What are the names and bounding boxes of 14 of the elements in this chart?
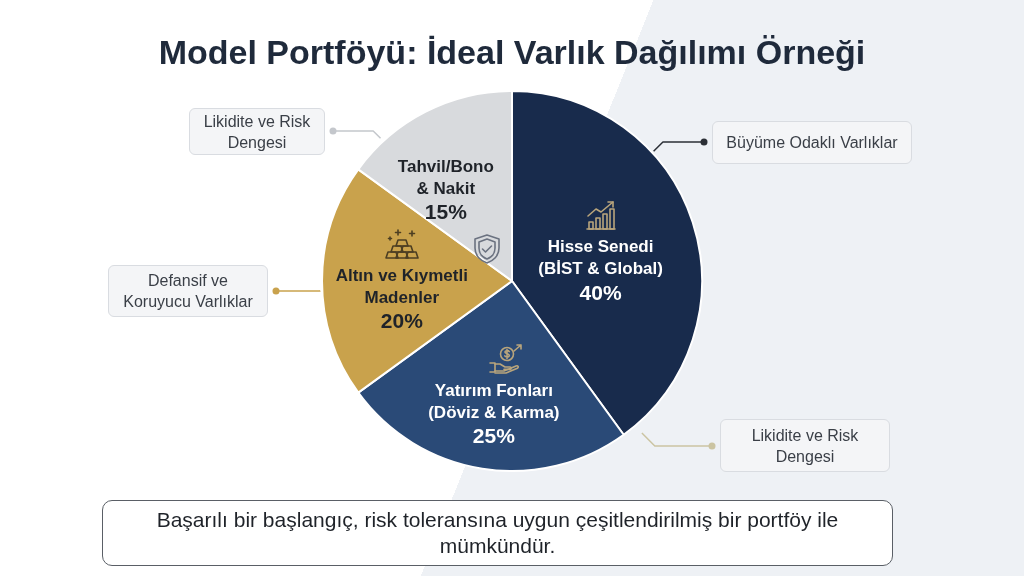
data-label: 15% <box>424 199 468 223</box>
callout-box: Defansif ve Koruyucu Varlıklar <box>108 265 268 317</box>
data-label: 40% <box>579 280 622 304</box>
data-label: 25% <box>472 423 516 447</box>
data-label: 20% <box>380 309 424 333</box>
slice-label: Yatırım Fonları (Döviz & Karma) <box>428 380 560 422</box>
callout-box: Likidite ve Risk Dengesi <box>189 108 325 155</box>
note-box: Başarılı bir başlangıç, risk toleransına uygun çeşitlendirilmiş bir portföy ile mümkündür. <box>102 500 893 566</box>
slice-label: Tahvil/Bono & Nakit <box>397 156 494 198</box>
slice-label: Hisse Senedi (BİST & Global) <box>538 237 663 279</box>
slice-label: Altın ve Kıymetli Madenler <box>335 266 468 308</box>
callout-box: Likidite ve Risk Dengesi <box>720 419 890 472</box>
callout-box: Büyüme Odaklı Varlıklar <box>712 121 912 164</box>
chart-title: Model Portföyü: İdeal Varlık Dağılımı Örneği <box>157 32 867 73</box>
